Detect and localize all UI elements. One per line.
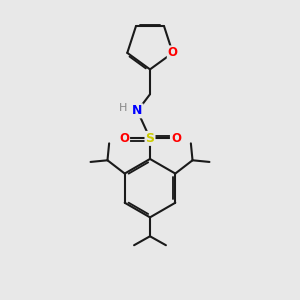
Text: N: N bbox=[132, 104, 142, 117]
Text: S: S bbox=[146, 132, 154, 145]
Text: H: H bbox=[119, 103, 128, 112]
Text: O: O bbox=[171, 132, 181, 145]
Text: O: O bbox=[168, 46, 178, 59]
Text: O: O bbox=[119, 132, 129, 145]
